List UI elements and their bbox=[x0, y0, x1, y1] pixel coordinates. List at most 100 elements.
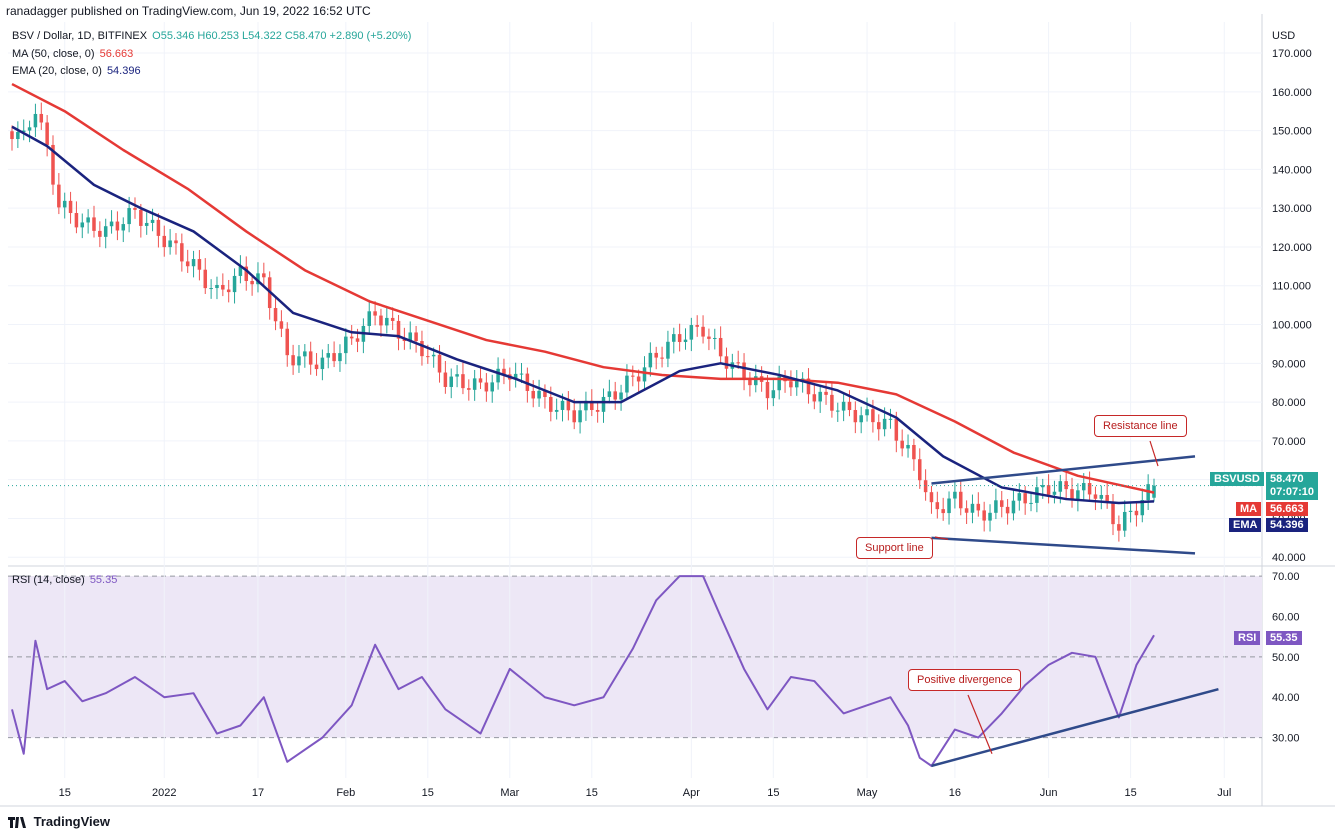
time-tick-label: 16 bbox=[949, 787, 961, 799]
candle-body bbox=[484, 382, 489, 392]
candle-body bbox=[917, 459, 922, 481]
candle-body bbox=[332, 353, 336, 362]
candle-body bbox=[390, 317, 395, 321]
candle bbox=[519, 362, 524, 384]
candle-body bbox=[519, 373, 524, 375]
candle-body bbox=[51, 144, 55, 185]
candle-body bbox=[742, 362, 746, 380]
legend-rsi-row[interactable]: RSI (14, close) 55.35 bbox=[12, 574, 117, 586]
candle bbox=[1005, 499, 1010, 525]
candle-body bbox=[174, 240, 178, 244]
candle-body bbox=[964, 508, 969, 513]
candle-body bbox=[958, 491, 963, 509]
candle-body bbox=[677, 334, 682, 343]
candle-body bbox=[976, 503, 981, 511]
candle-body bbox=[303, 351, 307, 357]
candle-body bbox=[812, 394, 817, 402]
candle bbox=[1052, 480, 1057, 504]
candle-body bbox=[420, 341, 424, 357]
candle-body bbox=[472, 378, 477, 390]
candle-body bbox=[660, 357, 664, 359]
candle-body bbox=[1046, 485, 1051, 495]
legend-ma-row[interactable]: MA (50, close, 0) 56.663 bbox=[12, 48, 133, 60]
candle bbox=[349, 325, 354, 345]
candle-body bbox=[929, 492, 934, 503]
candle-body bbox=[180, 243, 184, 262]
candle bbox=[1076, 483, 1080, 512]
candle-body bbox=[1117, 524, 1121, 531]
legend-rsi-value: 55.35 bbox=[89, 574, 118, 586]
candle-body bbox=[601, 396, 606, 412]
support-trendline bbox=[931, 536, 1196, 555]
candle-body bbox=[355, 338, 360, 342]
candle-body bbox=[736, 362, 740, 364]
candle-body bbox=[648, 352, 653, 368]
candle bbox=[806, 368, 811, 404]
candle-body bbox=[502, 368, 506, 375]
candle-body bbox=[314, 364, 319, 370]
candle bbox=[1099, 485, 1104, 510]
candle-body bbox=[590, 400, 594, 410]
candle bbox=[947, 491, 951, 525]
support-annotation: Support line bbox=[856, 537, 933, 559]
candle-body bbox=[197, 259, 202, 270]
candle bbox=[1064, 470, 1068, 499]
candle-body bbox=[748, 379, 752, 386]
candle-body bbox=[941, 509, 945, 514]
candle bbox=[607, 379, 612, 404]
candle bbox=[162, 225, 167, 257]
time-tick-label: Jun bbox=[1040, 787, 1058, 799]
candle-body bbox=[226, 289, 231, 293]
candle-body bbox=[344, 336, 348, 354]
candle-body bbox=[549, 396, 553, 412]
rsi-tick-label: 70.00 bbox=[1272, 571, 1300, 583]
footer-brand[interactable]: TradingView bbox=[8, 814, 110, 829]
price-tick-label: 110.000 bbox=[1272, 281, 1311, 293]
candle-body bbox=[765, 381, 770, 399]
candle-body bbox=[168, 240, 172, 248]
candle bbox=[543, 384, 547, 409]
candle bbox=[765, 374, 770, 410]
price-tick-label: 160.000 bbox=[1272, 87, 1312, 99]
candle-body bbox=[672, 334, 676, 342]
rsi-tick-label: 40.00 bbox=[1272, 692, 1300, 704]
candle-body bbox=[859, 415, 863, 423]
candle-body bbox=[900, 440, 904, 449]
candle bbox=[513, 362, 518, 388]
candle bbox=[45, 115, 49, 157]
candle bbox=[672, 327, 676, 354]
candle bbox=[1122, 500, 1127, 537]
candle-body bbox=[21, 130, 26, 133]
candle-body bbox=[543, 390, 547, 397]
candle-body bbox=[86, 217, 90, 223]
candle bbox=[941, 497, 945, 521]
time-tick-label: 15 bbox=[59, 787, 71, 799]
candle bbox=[1152, 478, 1156, 502]
candle-body bbox=[1134, 510, 1139, 516]
candle bbox=[256, 262, 260, 293]
candle-body bbox=[666, 341, 670, 359]
candle-body bbox=[1011, 500, 1016, 514]
candle-body bbox=[203, 269, 208, 289]
candle bbox=[156, 213, 161, 248]
resistance-pointer bbox=[1149, 440, 1159, 467]
candle bbox=[783, 370, 787, 393]
symbol-tag: BSVUSD bbox=[1214, 473, 1260, 485]
candle bbox=[250, 274, 254, 296]
candle-body bbox=[121, 224, 126, 231]
candle bbox=[584, 391, 588, 421]
candle-body bbox=[1122, 511, 1127, 531]
candle-body bbox=[841, 401, 846, 411]
candle bbox=[109, 210, 114, 234]
candle-body bbox=[139, 209, 143, 226]
candle-body bbox=[156, 219, 161, 236]
candle-body bbox=[1017, 493, 1022, 501]
candle-body bbox=[631, 375, 635, 377]
legend-ema-row[interactable]: EMA (20, close, 0) 54.396 bbox=[12, 65, 141, 77]
candle-body bbox=[385, 317, 389, 326]
time-tick-label: Mar bbox=[500, 787, 519, 799]
ma50-line bbox=[11, 82, 1155, 494]
candle bbox=[666, 330, 670, 368]
candle bbox=[824, 381, 828, 405]
candle bbox=[771, 378, 776, 407]
